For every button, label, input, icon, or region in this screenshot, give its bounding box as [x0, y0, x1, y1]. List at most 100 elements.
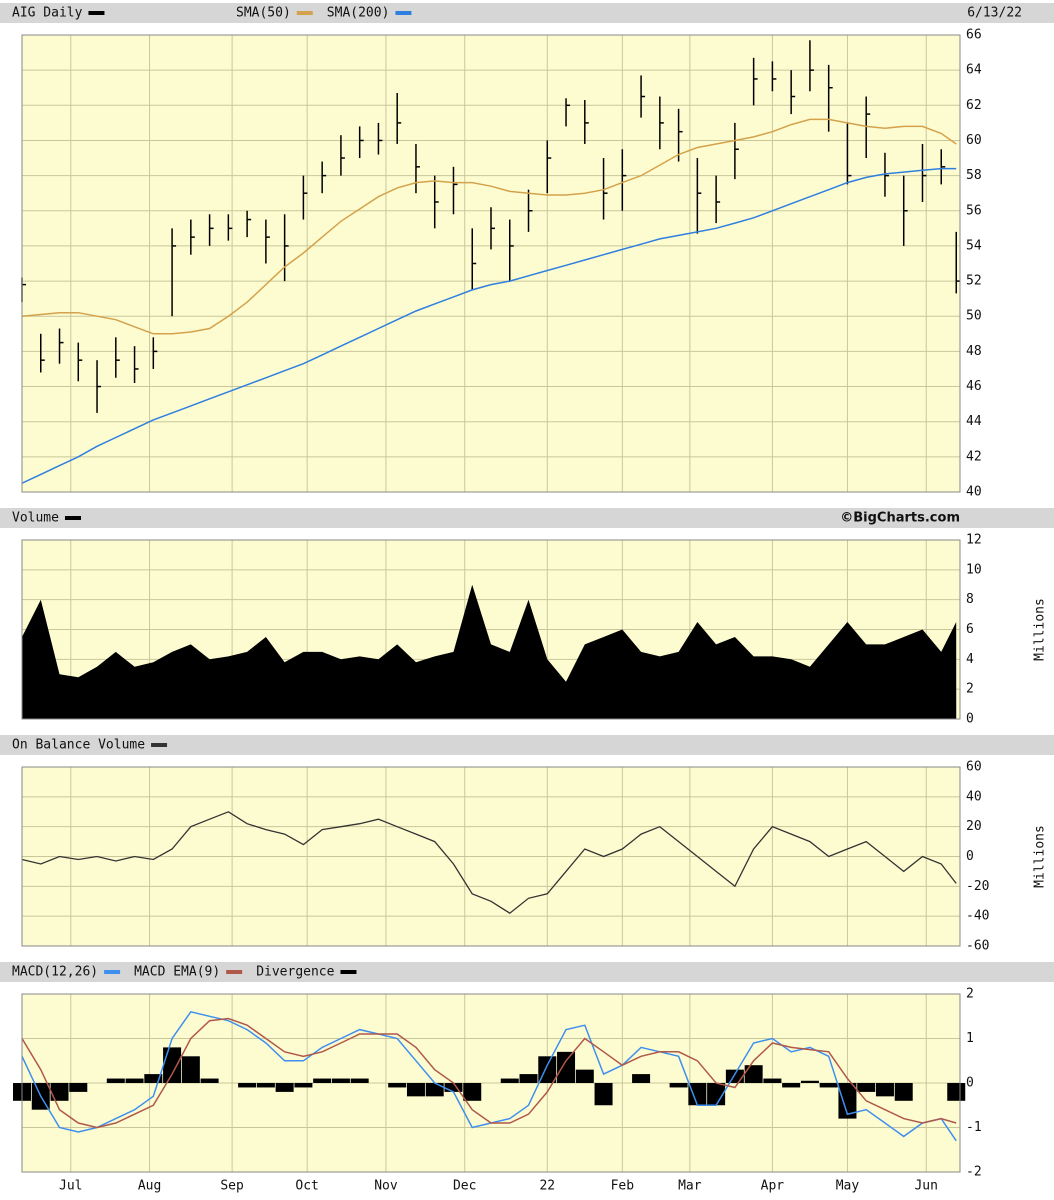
divergence-bar [331, 1078, 350, 1083]
divergence-bar [350, 1078, 369, 1083]
divergence-bar [406, 1083, 425, 1097]
y-tick-label: 0 [966, 1076, 974, 1091]
y-tick-label: 6 [966, 622, 974, 637]
x-tick-label: Oct [295, 1179, 318, 1194]
x-tick-label: 22 [539, 1179, 555, 1194]
divergence-bar [500, 1078, 519, 1083]
volume-area [22, 584, 957, 719]
y-tick-label: 54 [966, 238, 982, 253]
y-tick-label: -40 [966, 909, 989, 924]
legend-label: SMA(200) [327, 6, 390, 21]
x-tick-label: Dec [453, 1179, 476, 1194]
y-axis-label: Millions [1033, 598, 1048, 661]
divergence-bar [782, 1083, 801, 1088]
legend-swatch [151, 743, 168, 747]
x-tick-label: Feb [611, 1179, 635, 1194]
legend-label: MACD(12,26) [12, 965, 98, 980]
divergence-bar [463, 1083, 482, 1101]
y-tick-label: 40 [966, 789, 982, 804]
legend-swatch [64, 516, 81, 520]
x-tick-label: Jun [914, 1179, 937, 1194]
series-line [21, 167, 957, 484]
y-tick-label: 48 [966, 344, 982, 359]
legend-swatch [88, 11, 105, 15]
divergence-bar [238, 1083, 257, 1088]
legend-label: Volume [12, 511, 59, 526]
series-line [21, 118, 957, 335]
x-tick-label: Jul [59, 1179, 82, 1194]
x-tick-label: Nov [374, 1179, 398, 1194]
divergence-bar [947, 1083, 966, 1101]
plot-frame [21, 539, 961, 720]
divergence-bar [125, 1078, 144, 1083]
series-line [21, 811, 957, 914]
y-tick-label: 56 [966, 203, 982, 218]
divergence-bar [275, 1083, 294, 1092]
divergence-bar [144, 1074, 163, 1083]
divergence-bar [763, 1078, 782, 1083]
credit: ©BigCharts.com [840, 511, 960, 526]
y-tick-label: 50 [966, 309, 982, 324]
divergence-bar [632, 1074, 651, 1083]
y-tick-label: -60 [966, 939, 989, 954]
divergence-bar [894, 1083, 913, 1101]
divergence-bar [50, 1083, 69, 1101]
x-tick-label: Apr [761, 1179, 785, 1194]
divergence-bar [444, 1083, 463, 1092]
legend-label: On Balance Volume [12, 738, 145, 753]
y-tick-label: 2 [966, 682, 974, 697]
y-tick-label: 52 [966, 274, 982, 289]
panel-header [0, 962, 1054, 982]
y-tick-label: 60 [966, 760, 982, 775]
legend-swatch [296, 11, 313, 15]
divergence-bar [313, 1078, 332, 1083]
y-tick-label: 20 [966, 819, 982, 834]
x-tick-label: May [836, 1179, 860, 1194]
y-tick-label: 58 [966, 168, 982, 183]
panel-header [0, 508, 1054, 528]
y-tick-label: 0 [966, 712, 974, 727]
legend-label: MACD EMA(9) [134, 965, 220, 980]
plot-frame [21, 766, 961, 947]
divergence-bar [163, 1047, 182, 1083]
divergence-bar [819, 1083, 838, 1088]
divergence-bar [294, 1083, 313, 1088]
divergence-bar [425, 1083, 444, 1097]
divergence-bar [875, 1083, 894, 1097]
legend-swatch [395, 11, 412, 15]
legend-swatch [340, 970, 357, 974]
panel-header [0, 3, 1054, 23]
divergence-bar [800, 1080, 819, 1083]
y-tick-label: 10 [966, 562, 982, 577]
x-tick-label: Mar [678, 1179, 702, 1194]
divergence-bar [575, 1069, 594, 1083]
y-axis-label: Millions [1033, 825, 1048, 888]
y-tick-label: 42 [966, 449, 982, 464]
y-tick-label: 44 [966, 414, 982, 429]
y-tick-label: -2 [966, 1165, 982, 1180]
y-tick-label: -1 [966, 1120, 982, 1135]
legend-label: AIG Daily [12, 6, 83, 21]
divergence-bar [669, 1083, 688, 1088]
divergence-bar [181, 1056, 200, 1083]
divergence-bar [557, 1051, 576, 1083]
panel-header [0, 735, 1054, 755]
x-tick-label: Aug [138, 1179, 161, 1194]
y-tick-label: 64 [966, 63, 982, 78]
legend-swatch [226, 970, 243, 974]
y-tick-label: 46 [966, 379, 982, 394]
divergence-bar [388, 1083, 407, 1088]
divergence-bar [838, 1083, 857, 1119]
divergence-bar [594, 1083, 613, 1106]
divergence-bar [688, 1083, 707, 1106]
y-tick-label: 12 [966, 533, 982, 548]
y-tick-label: -20 [966, 879, 989, 894]
y-tick-label: 60 [966, 133, 982, 148]
plot-background [21, 34, 961, 493]
legend-label: SMA(50) [236, 6, 291, 21]
divergence-bar [106, 1078, 125, 1083]
divergence-bar [69, 1083, 88, 1092]
y-tick-label: 40 [966, 485, 982, 500]
y-tick-label: 66 [966, 28, 982, 43]
